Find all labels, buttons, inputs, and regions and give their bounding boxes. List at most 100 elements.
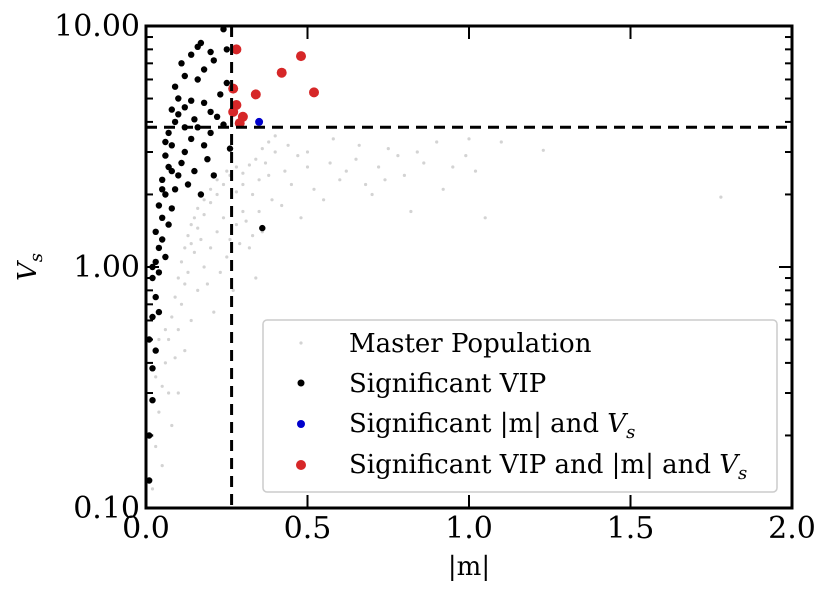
point-significant-vip-and-m-and-vs-4 [250, 89, 261, 100]
point-master-population-56 [254, 276, 258, 280]
point-master-population-7 [173, 295, 177, 299]
point-master-population-68 [225, 255, 229, 259]
point-significant-vip-30 [223, 46, 230, 53]
point-significant-vip-31 [181, 148, 188, 156]
point-master-population-12 [189, 223, 193, 227]
point-master-population-101 [247, 163, 251, 167]
point-master-population-62 [186, 270, 190, 274]
point-master-population-11 [186, 234, 190, 238]
point-significant-vip-33 [194, 124, 201, 131]
data-points [146, 26, 723, 491]
point-significant-vip-68 [162, 138, 169, 146]
point-significant-vip-57 [175, 172, 182, 179]
point-master-population-107 [305, 150, 310, 154]
point-master-population-5 [167, 337, 171, 342]
point-master-population-46 [189, 318, 193, 323]
point-significant-vip-35 [207, 129, 214, 137]
point-significant-vip-69 [168, 167, 175, 175]
legend-label-significant-m-vs-v: V [607, 409, 628, 439]
point-significant-vip-13 [162, 191, 169, 198]
point-significant-vip-45 [181, 104, 188, 111]
legend-label-significant-m-vs-s: s [626, 422, 635, 443]
y-tick-label-2: 10.00 [54, 9, 140, 44]
point-significant-vip-49 [217, 91, 224, 98]
point-significant-vip-60 [188, 97, 195, 104]
y-tick-labels: 0.10 1.00 10.00 [54, 9, 140, 526]
point-master-population-95 [209, 201, 213, 205]
point-master-population-63 [192, 250, 196, 254]
point-significant-vip-44 [175, 111, 182, 118]
legend-label-master-population: Master Population [349, 329, 592, 359]
point-master-population-78 [312, 187, 316, 191]
point-significant-vip-12 [155, 202, 163, 209]
point-significant-vip-23 [181, 72, 188, 80]
point-significant-m-and-vs-0 [255, 117, 264, 126]
point-significant-vip-55 [168, 205, 175, 212]
point-significant-vip-32 [188, 135, 195, 143]
point-master-population-41 [719, 195, 723, 199]
x-tick-label-3: 1.5 [607, 511, 655, 546]
point-significant-vip-20 [168, 106, 175, 113]
point-master-population-9 [179, 260, 184, 264]
point-master-population-17 [215, 178, 219, 182]
point-master-population-76 [283, 169, 287, 173]
point-master-population-20 [241, 182, 245, 187]
point-master-population-81 [364, 182, 368, 187]
point-master-population-4 [163, 361, 167, 365]
point-significant-vip-19 [171, 118, 179, 126]
point-significant-vip-58 [178, 159, 185, 167]
point-master-population-100 [241, 171, 245, 175]
point-master-population-67 [218, 270, 222, 274]
point-significant-vip-and-m-and-vs-3 [228, 83, 239, 94]
point-master-population-109 [357, 143, 361, 147]
y-tick-label-1: 1.00 [73, 250, 140, 285]
legend-marker-master-population [299, 341, 303, 345]
point-significant-vip-29 [220, 26, 227, 33]
point-master-population-90 [176, 328, 180, 332]
point-master-population-37 [451, 165, 455, 169]
y-axis-title-subscript: s [26, 253, 47, 262]
legend-marker-significant-vip-m-vs [296, 460, 306, 470]
point-significant-vip-67 [159, 186, 166, 193]
x-axis-title: |m| [448, 552, 490, 582]
point-significant-vip-and-m-and-vs-2 [276, 67, 287, 78]
point-master-population-79 [328, 161, 332, 165]
point-master-population-21 [251, 192, 255, 197]
point-master-population-8 [176, 276, 180, 280]
point-significant-vip-14 [159, 176, 166, 183]
x-tick-label-0: 0.0 [122, 511, 170, 546]
legend-label-significant-m-vs-text: Significant |m| and [349, 409, 607, 439]
point-master-population-64 [199, 237, 203, 242]
point-master-population-97 [221, 182, 226, 187]
point-significant-vip-6 [152, 293, 159, 301]
x-tick-label-1: 0.5 [284, 511, 332, 546]
point-master-population-80 [344, 169, 348, 173]
point-master-population-14 [196, 206, 200, 210]
point-significant-vip-11 [159, 214, 166, 221]
point-master-population-18 [225, 169, 229, 173]
point-master-population-105 [273, 134, 277, 138]
point-significant-vip-10 [152, 228, 159, 235]
point-significant-vip-62 [200, 66, 208, 73]
legend-label-significant-vip: Significant VIP [349, 369, 546, 399]
x-tick-label-2: 1.0 [445, 511, 493, 546]
point-master-population-85 [464, 154, 468, 158]
point-master-population-31 [354, 157, 358, 161]
legend-label-significant-vip-m-vs-text: Significant VIP and |m| and [349, 450, 719, 480]
point-master-population-44 [176, 391, 180, 395]
point-significant-vip-46 [191, 116, 198, 123]
point-significant-vip-70 [259, 224, 266, 232]
point-significant-vip-40 [191, 167, 198, 175]
point-significant-vip-21 [175, 95, 182, 102]
point-master-population-71 [244, 219, 248, 223]
point-master-population-106 [286, 143, 290, 147]
point-master-population-22 [257, 209, 261, 214]
point-significant-vip-56 [171, 186, 179, 193]
point-master-population-112 [441, 187, 445, 191]
point-master-population-84 [422, 161, 426, 165]
point-significant-vip-61 [194, 76, 201, 83]
point-significant-vip-3 [149, 365, 156, 372]
y-axis-title-base: V [13, 260, 43, 281]
point-significant-vip-24 [178, 60, 185, 67]
